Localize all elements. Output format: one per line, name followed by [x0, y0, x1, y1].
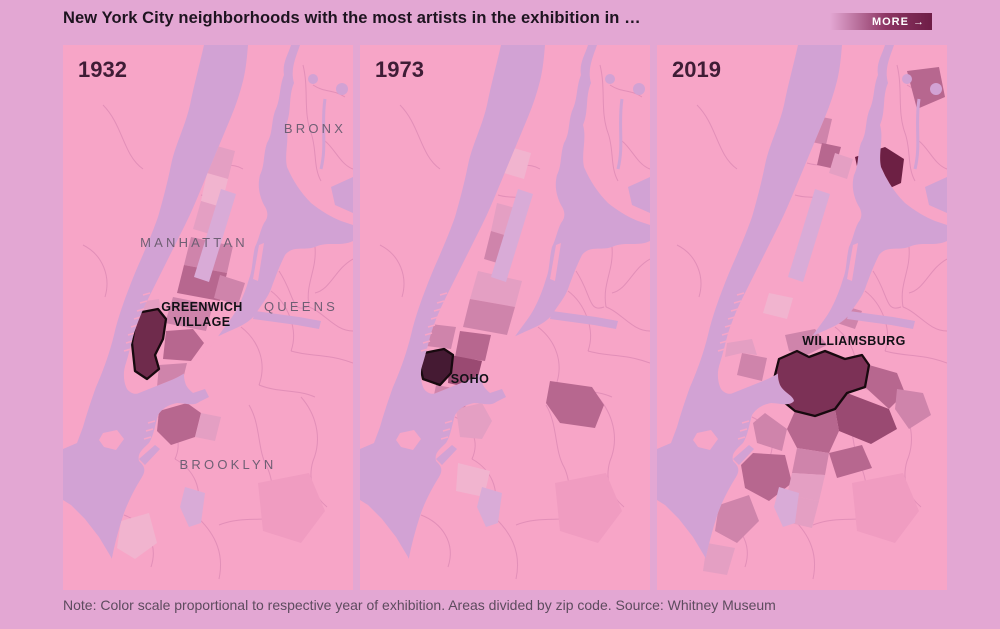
roosevelt-island: [550, 243, 561, 281]
central-park: [788, 189, 830, 282]
nyc-map-1973: SOHO 1973: [360, 45, 650, 590]
roosevelt-island: [847, 243, 858, 281]
newtown-creek: [847, 311, 915, 329]
shaded-zip: [117, 513, 157, 559]
gowanus-inlet: [436, 445, 457, 465]
map-panel-1973: SOHO 1973: [360, 45, 650, 590]
year-label: 1932: [78, 57, 127, 82]
borough-label: QUEENS: [264, 299, 338, 314]
piers: [717, 292, 750, 440]
bronx-river: [319, 98, 327, 170]
shaded-zip: [787, 409, 839, 453]
shaded-zip: [456, 463, 490, 497]
new-jersey-landmass: [360, 45, 501, 449]
central-park: [491, 189, 533, 282]
bronx-river: [616, 98, 624, 170]
shaded-zip: [907, 67, 945, 109]
more-button[interactable]: MORE →: [830, 13, 932, 30]
borough-label: BRONX: [284, 121, 346, 136]
staten-island-landmass: [360, 500, 420, 590]
shaded-zip: [703, 543, 735, 575]
governors-island: [396, 430, 421, 450]
bronx-river: [913, 98, 921, 170]
eastchester-bay: [628, 177, 650, 213]
nyc-map-2019: WILLIAMSBURG 2019: [657, 45, 947, 590]
choropleth-zips: [117, 145, 325, 559]
shaded-zip: [546, 381, 604, 428]
shaded-zip: [470, 271, 522, 307]
shaded-zip: [753, 413, 787, 451]
year-label: 1973: [375, 57, 424, 82]
wallabout-bay: [490, 389, 506, 403]
staten-island-landmass: [63, 500, 123, 590]
shaded-zip: [456, 403, 492, 439]
gowanus-inlet: [733, 445, 754, 465]
reservoir: [605, 74, 615, 84]
shaded-zip: [463, 299, 515, 335]
roosevelt-island: [253, 243, 264, 281]
shaded-zip: [785, 329, 827, 355]
highlight-label: SOHO: [451, 372, 489, 386]
shaded-zip: [165, 297, 213, 331]
shaded-zip: [865, 365, 905, 409]
prospect-park: [774, 487, 799, 527]
governors-island: [99, 430, 124, 450]
borough-label: MANHATTAN: [140, 235, 248, 250]
prospect-park: [180, 487, 205, 527]
shaded-zip: [763, 293, 793, 319]
newtown-creek: [253, 311, 321, 329]
shaded-zip: [829, 445, 872, 478]
governors-island: [693, 430, 718, 450]
manhattan-landmass: [717, 45, 885, 394]
year-label: 2019: [672, 57, 721, 82]
eastchester-bay: [331, 177, 353, 213]
shaded-zip: [829, 153, 853, 179]
highlight-label: GREENWICH: [161, 300, 242, 314]
new-jersey-landmass: [63, 45, 204, 449]
shaded-zip: [725, 339, 757, 357]
shaded-zip: [214, 275, 245, 305]
new-jersey-landmass: [657, 45, 798, 449]
wallabout-bay: [193, 389, 209, 403]
shaded-zip: [455, 331, 491, 361]
highlight-zip-greenwich-village: [130, 307, 168, 381]
shaded-zip: [177, 265, 227, 301]
choropleth-zips: [703, 67, 945, 575]
shaded-zip: [163, 329, 204, 361]
map-panel-1932: BRONX MANHATTAN QUEENS BROOKLYN GREENWICH VIL…: [63, 45, 353, 590]
gowanus-inlet: [139, 445, 160, 465]
shaded-zip: [835, 393, 897, 444]
central-park: [194, 189, 236, 282]
newtown-creek: [550, 311, 618, 329]
bronx-lake: [930, 83, 942, 95]
staten-island-landmass: [657, 500, 717, 590]
eastchester-bay: [925, 177, 947, 213]
bronx-lake: [633, 83, 645, 95]
prospect-park: [477, 487, 502, 527]
map-panels-row: BRONX MANHATTAN QUEENS BROOKLYN GREENWICH VIL…: [63, 45, 947, 590]
shaded-zip: [895, 389, 931, 429]
map-panel-2019: WILLIAMSBURG 2019: [657, 45, 947, 590]
highlight-label: VILLAGE: [174, 315, 231, 329]
graphic-title: New York City neighborhoods with the mos…: [63, 9, 641, 27]
shaded-zip: [715, 495, 759, 543]
highlight-label: WILLIAMSBURG: [802, 334, 905, 348]
shaded-zip: [195, 413, 221, 441]
bronx-lake: [336, 83, 348, 95]
shaded-zip: [157, 403, 201, 445]
shaded-zip: [737, 353, 767, 381]
borough-label: BROOKLYN: [180, 457, 277, 472]
reservoir: [902, 74, 912, 84]
source-note: Note: Color scale proportional to respec…: [63, 597, 776, 613]
reservoir: [308, 74, 318, 84]
nyc-map-1932: BRONX MANHATTAN QUEENS BROOKLYN GREENWICHVIL…: [63, 45, 353, 590]
piers: [123, 292, 156, 440]
shaded-zip: [792, 448, 829, 475]
piers: [420, 292, 453, 440]
